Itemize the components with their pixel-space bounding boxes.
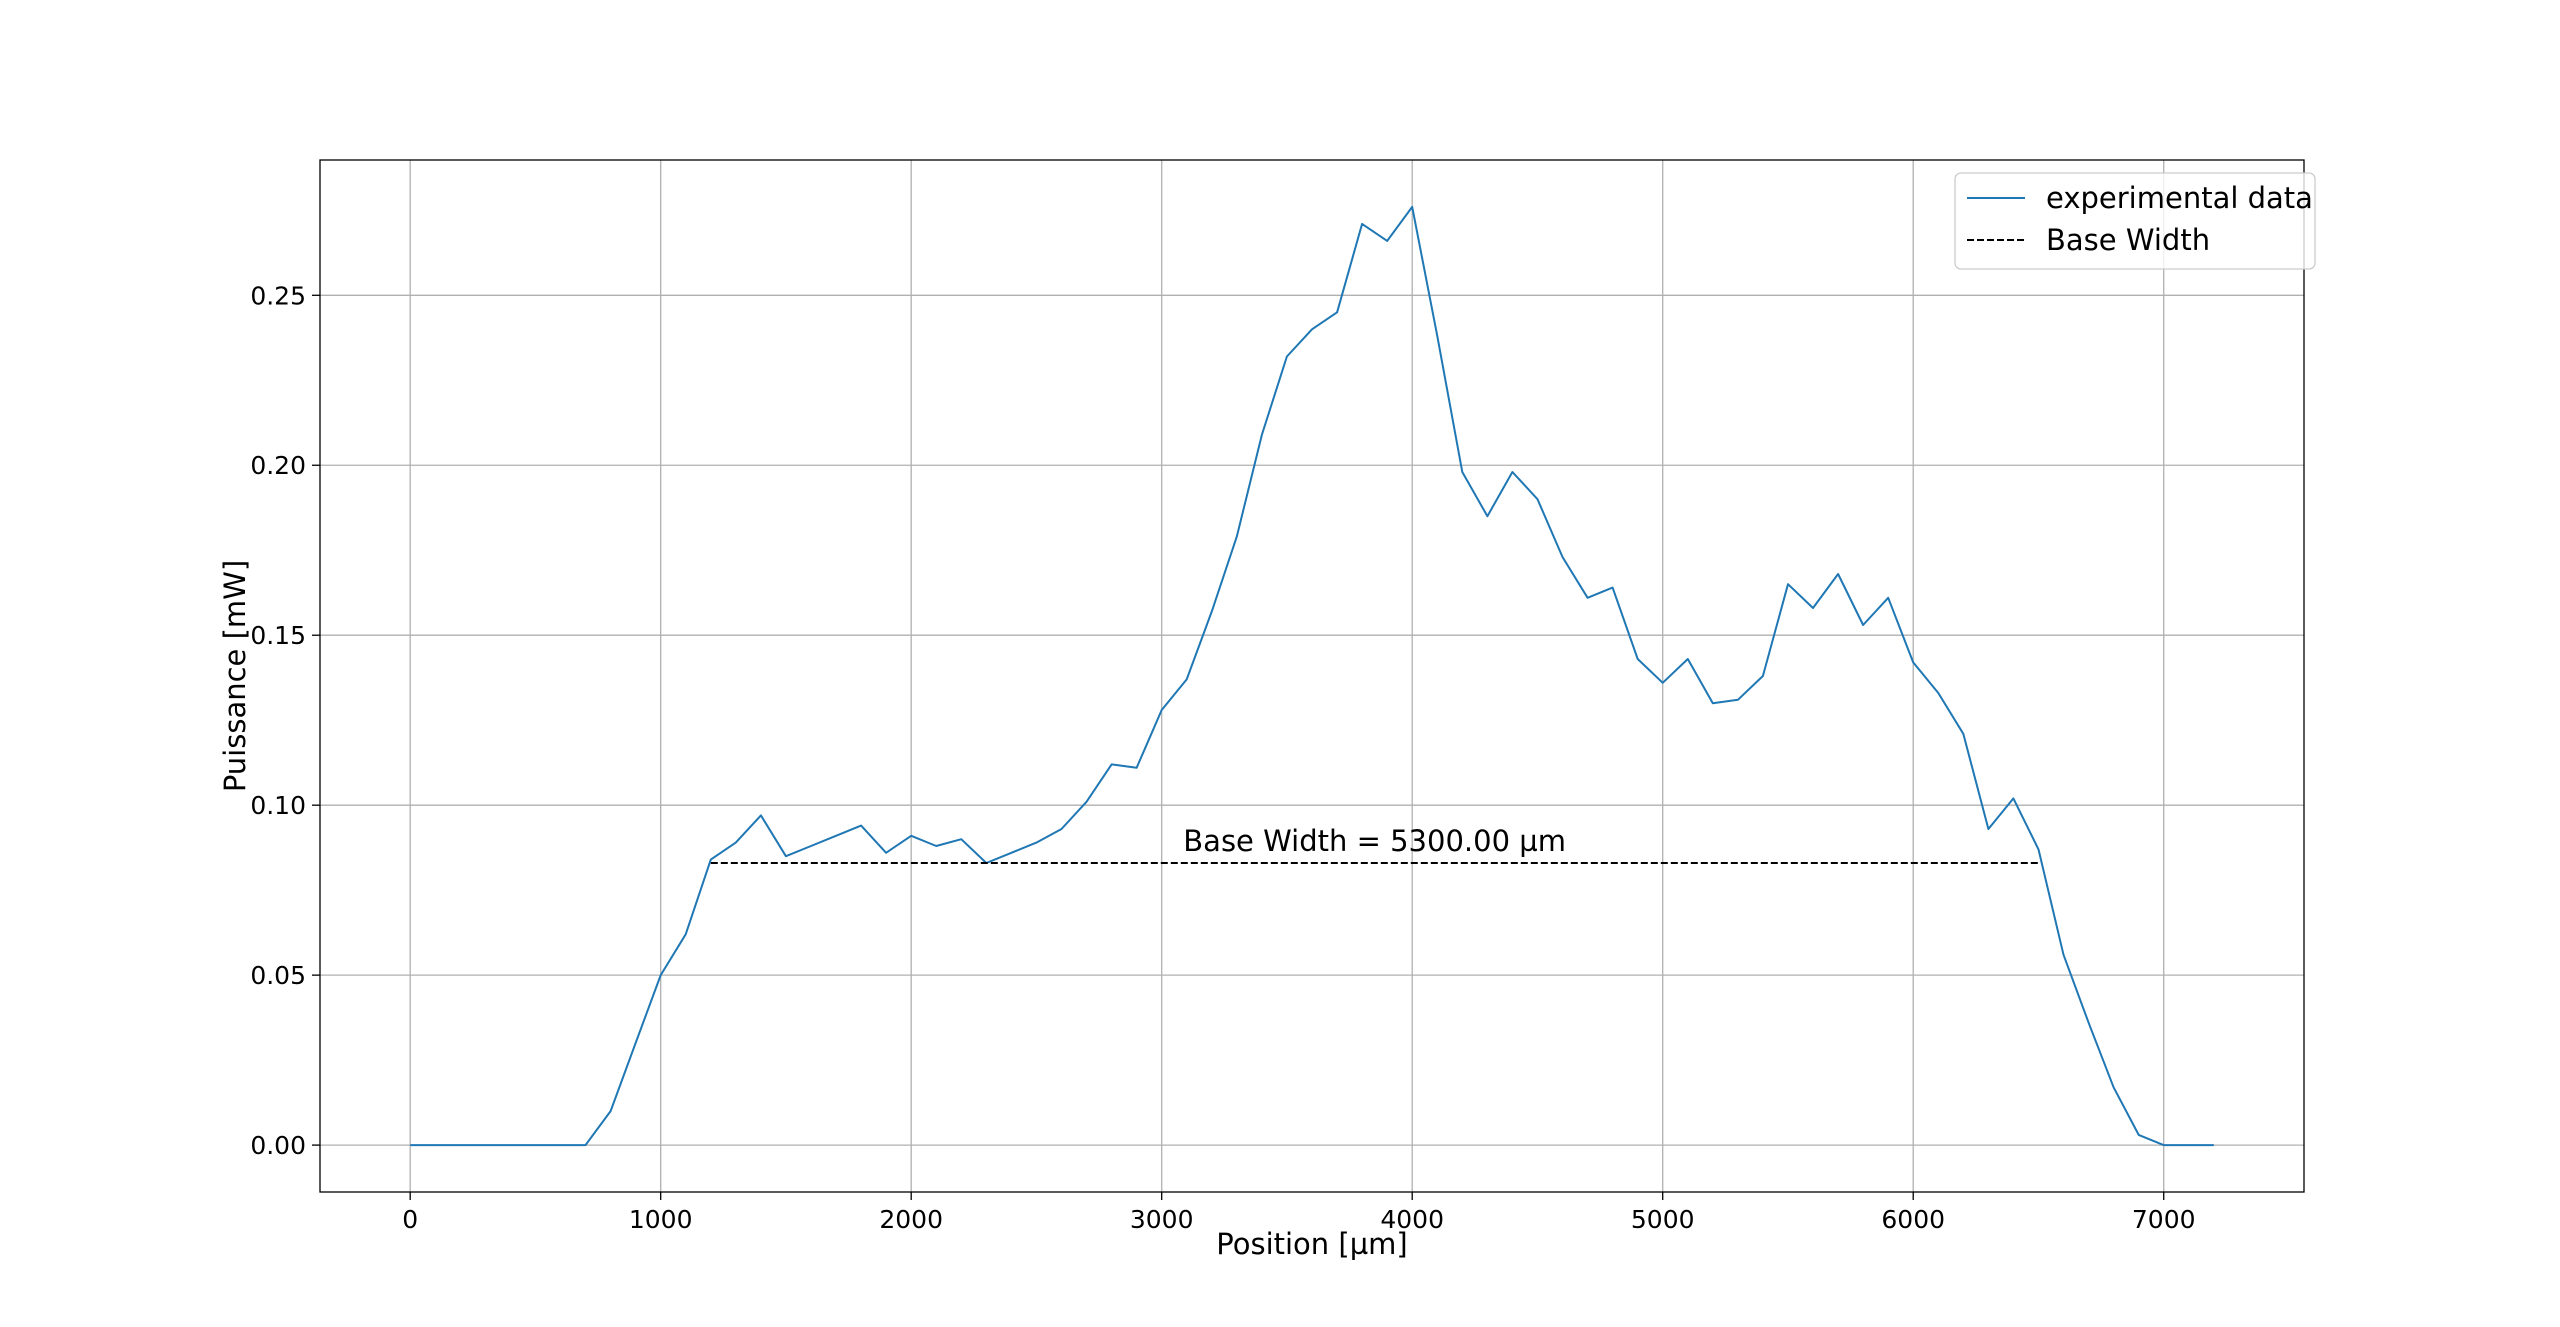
legend-label-base-width: Base Width bbox=[2046, 223, 2210, 257]
legend-box bbox=[1954, 172, 2316, 270]
y-tick-label: 0.10 bbox=[250, 791, 306, 820]
x-tick-label: 5000 bbox=[1631, 1205, 1695, 1234]
y-tick-label: 0.00 bbox=[250, 1131, 306, 1160]
annotation-base-width: Base Width = 5300.00 µm bbox=[1183, 824, 1566, 858]
plot-frame bbox=[319, 159, 2305, 1193]
x-tick-label: 3000 bbox=[1130, 1205, 1194, 1234]
y-tick-label: 0.20 bbox=[250, 451, 306, 480]
annotations: Base Width = 5300.00 µm bbox=[1183, 824, 1566, 858]
y-tick-label: 0.25 bbox=[250, 281, 306, 310]
x-tick-label: 7000 bbox=[2132, 1205, 2196, 1234]
x-axis-label: Position [µm] bbox=[1216, 1227, 1407, 1261]
series-line-experimental-data bbox=[410, 205, 2214, 1147]
x-tick-label: 4000 bbox=[1380, 1205, 1444, 1234]
legend: experimental data Base Width bbox=[1954, 172, 2316, 270]
y-tick-label: 0.15 bbox=[250, 621, 306, 650]
grid bbox=[320, 160, 2304, 1192]
plot-area bbox=[320, 160, 2304, 1192]
y-axis-label: Puissance [mW] bbox=[218, 560, 252, 792]
x-tick-label: 2000 bbox=[879, 1205, 943, 1234]
series-layer bbox=[410, 205, 2214, 1147]
x-tick-label: 6000 bbox=[1881, 1205, 1945, 1234]
axis-ticks: 0 1000 2000 3000 4000 5000 6000 7000 0.00 0.05 0.1… bbox=[250, 281, 2195, 1234]
legend-label-experimental-data: experimental data bbox=[2046, 181, 2313, 215]
x-tick-label: 0 bbox=[402, 1205, 418, 1234]
x-tick-label: 1000 bbox=[629, 1205, 693, 1234]
y-tick-label: 0.05 bbox=[250, 961, 306, 990]
